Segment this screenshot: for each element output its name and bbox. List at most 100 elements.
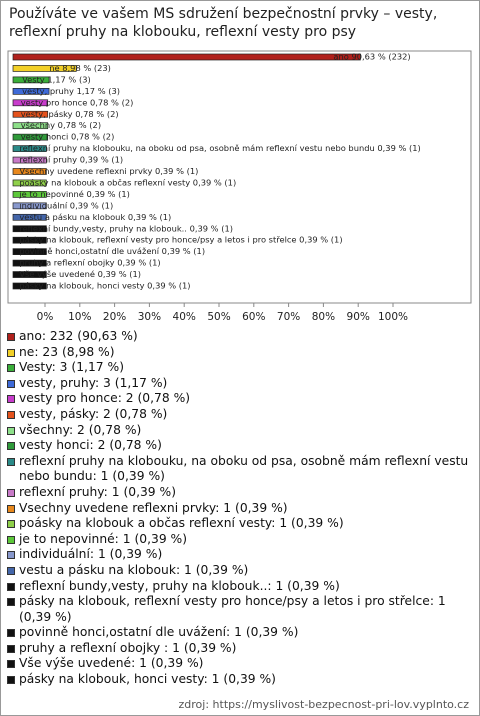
bar	[12, 271, 47, 278]
legend-swatch	[7, 442, 15, 451]
legend-item: vestu a pásku na klobouk: 1 (0,39 %)	[7, 563, 473, 579]
plot-frame	[7, 50, 472, 304]
legend-item: pruhy a reflexní obojky : 1 (0,39 %)	[7, 641, 473, 657]
bar	[12, 202, 47, 210]
bar	[12, 110, 49, 118]
legend-label: je to nepovinné: 1 (0,39 %)	[19, 531, 188, 546]
legend-label: povinně honci,ostatní dle uvážení: 1 (0,…	[19, 625, 299, 640]
x-tick-label: 60%	[242, 311, 265, 323]
x-tick-label: 70%	[277, 311, 300, 323]
legend-swatch	[7, 333, 15, 341]
legend-label: Vsechny uvedene reflexni prvky: 1 (0,39 …	[19, 500, 288, 515]
bar-label: pruhy a reflexní obojky 0,39 % (1)	[19, 258, 160, 268]
legend-item: reflexní bundy,vesty, pruhy na klobouk..…	[7, 579, 473, 595]
x-tick-label: 40%	[173, 311, 196, 323]
legend-label: individuální: 1 (0,39 %)	[19, 547, 163, 562]
bar	[12, 191, 47, 198]
bar-label: pásky na klobouk, reflexní vesty pro hon…	[19, 235, 342, 245]
legend-label: vesty pro honce: 2 (0,78 %)	[19, 391, 191, 406]
legend-item: pásky na klobouk, honci vesty: 1 (0,39 %…	[7, 672, 473, 688]
legend-label: vestu a pásku na klobouk: 1 (0,39 %)	[19, 562, 249, 577]
x-tick-label: 30%	[138, 311, 161, 323]
bar-label: vestu a pásku na klobouk 0,39 % (1)	[19, 212, 171, 222]
legend-label: vesty, pásky: 2 (0,78 %)	[19, 406, 168, 421]
bar-label: reflexní pruhy 0,39 % (1)	[19, 155, 123, 165]
legend-label: poásky na klobouk a občas reflexní vesty…	[19, 516, 344, 531]
bar	[12, 213, 47, 221]
bar-label: pásky na klobouk, honci vesty 0,39 % (1)	[19, 281, 190, 291]
legend-swatch	[7, 520, 15, 529]
legend-label: pásky na klobouk, reflexní vesty pro hon…	[19, 594, 450, 624]
bar	[12, 225, 47, 233]
legend-swatch	[7, 629, 15, 638]
legend-item: vesty, pruhy: 3 (1,17 %)	[7, 376, 473, 392]
legend-label: pásky na klobouk, honci vesty: 1 (0,39 %…	[19, 672, 276, 687]
legend-swatch	[7, 364, 15, 373]
legend-swatch	[7, 457, 15, 466]
x-tick-label: 80%	[312, 311, 335, 323]
legend-item: vesty honci: 2 (0,78 %)	[7, 438, 473, 454]
legend-item: Vesty: 3 (1,17 %)	[7, 360, 473, 376]
legend-swatch	[7, 551, 15, 560]
legend-item: ano: 232 (90,63 %)	[7, 329, 473, 345]
bar-label: individuální 0,39 % (1)	[19, 200, 113, 210]
legend-swatch	[7, 488, 15, 497]
legend-swatch	[7, 566, 15, 575]
bar	[12, 53, 361, 61]
bar	[12, 122, 49, 130]
bar	[12, 87, 50, 95]
bar	[12, 282, 47, 290]
legend-swatch	[7, 504, 15, 513]
legend-item: je to nepovinné: 1 (0,39 %)	[7, 532, 473, 548]
legend-swatch	[7, 535, 15, 544]
source: zdroj: https://myslivost-bezpecnost-pri-…	[178, 698, 469, 711]
legend-label: vesty honci: 2 (0,78 %)	[19, 438, 162, 453]
bar	[12, 76, 50, 84]
bar	[12, 133, 49, 141]
bar-label: Vesty 1,17 % (3)	[22, 74, 91, 84]
legend-item: vesty pro honce: 2 (0,78 %)	[7, 391, 473, 407]
bar-label: je to nepovinné 0,39 % (1)	[18, 189, 130, 199]
bar-label: vesty honci 0,78 % (2)	[21, 132, 115, 142]
legend-item: všechny: 2 (0,78 %)	[7, 423, 473, 439]
legend-item: reflexní pruhy: 1 (0,39 %)	[7, 485, 473, 501]
bar	[12, 99, 49, 107]
bar-label: všechny 0,78 % (2)	[21, 120, 101, 130]
legend-item: poásky na klobouk a občas reflexní vesty…	[7, 516, 473, 532]
chart-title: Používáte ve vašem MS sdružení bezpečnos…	[9, 6, 438, 40]
legend-label: pruhy a reflexní obojky : 1 (0,39 %)	[19, 640, 237, 655]
bar	[12, 156, 47, 164]
legend-item: ne: 23 (8,98 %)	[7, 345, 473, 361]
legend-label: vesty, pruhy: 3 (1,17 %)	[19, 375, 168, 390]
bar	[12, 145, 47, 152]
legend: ano: 232 (90,63 %) ne: 23 (8,98 %) Vesty: …	[7, 329, 473, 688]
bar	[12, 168, 47, 175]
x-tick-label: 100%	[378, 311, 408, 323]
bar-label: povinně honci,ostatní dle uvážení 0,39 %…	[19, 246, 205, 256]
legend-label: Vesty: 3 (1,17 %)	[19, 360, 124, 375]
bar-label: vesty, pásky 0,78 % (2)	[21, 109, 119, 119]
legend-swatch	[7, 426, 15, 435]
legend-swatch	[7, 644, 15, 653]
bar-label: reflexní pruhy na klobouku, na oboku od …	[19, 143, 420, 153]
legend-label: všechny: 2 (0,78 %)	[19, 422, 142, 437]
bar	[12, 259, 47, 267]
legend-swatch	[7, 582, 15, 591]
bar-label: reflexní bundy,vesty, pruhy na klobouk..…	[19, 223, 233, 233]
legend-item: Vše výše uvedené: 1 (0,39 %)	[7, 656, 473, 672]
legend-item: pásky na klobouk, reflexní vesty pro hon…	[7, 594, 473, 625]
x-tick-label: 90%	[347, 311, 370, 323]
x-tick-label: 50%	[207, 311, 230, 323]
bar-label: ano 90,63 % (232)	[333, 52, 410, 62]
bar	[12, 248, 47, 255]
bar-label: ne 8,98 % (23)	[49, 63, 111, 73]
legend-item: povinně honci,ostatní dle uvážení: 1 (0,…	[7, 625, 473, 641]
bar-label: Vsechny uvedene reflexni prvky 0,39 % (1…	[19, 166, 198, 176]
legend-swatch	[7, 660, 15, 669]
legend-item: vesty, pásky: 2 (0,78 %)	[7, 407, 473, 423]
legend-item: Vsechny uvedene reflexni prvky: 1 (0,39 …	[7, 501, 473, 517]
bar	[12, 179, 47, 187]
bar	[12, 65, 77, 72]
x-tick-label: 0%	[37, 311, 54, 323]
